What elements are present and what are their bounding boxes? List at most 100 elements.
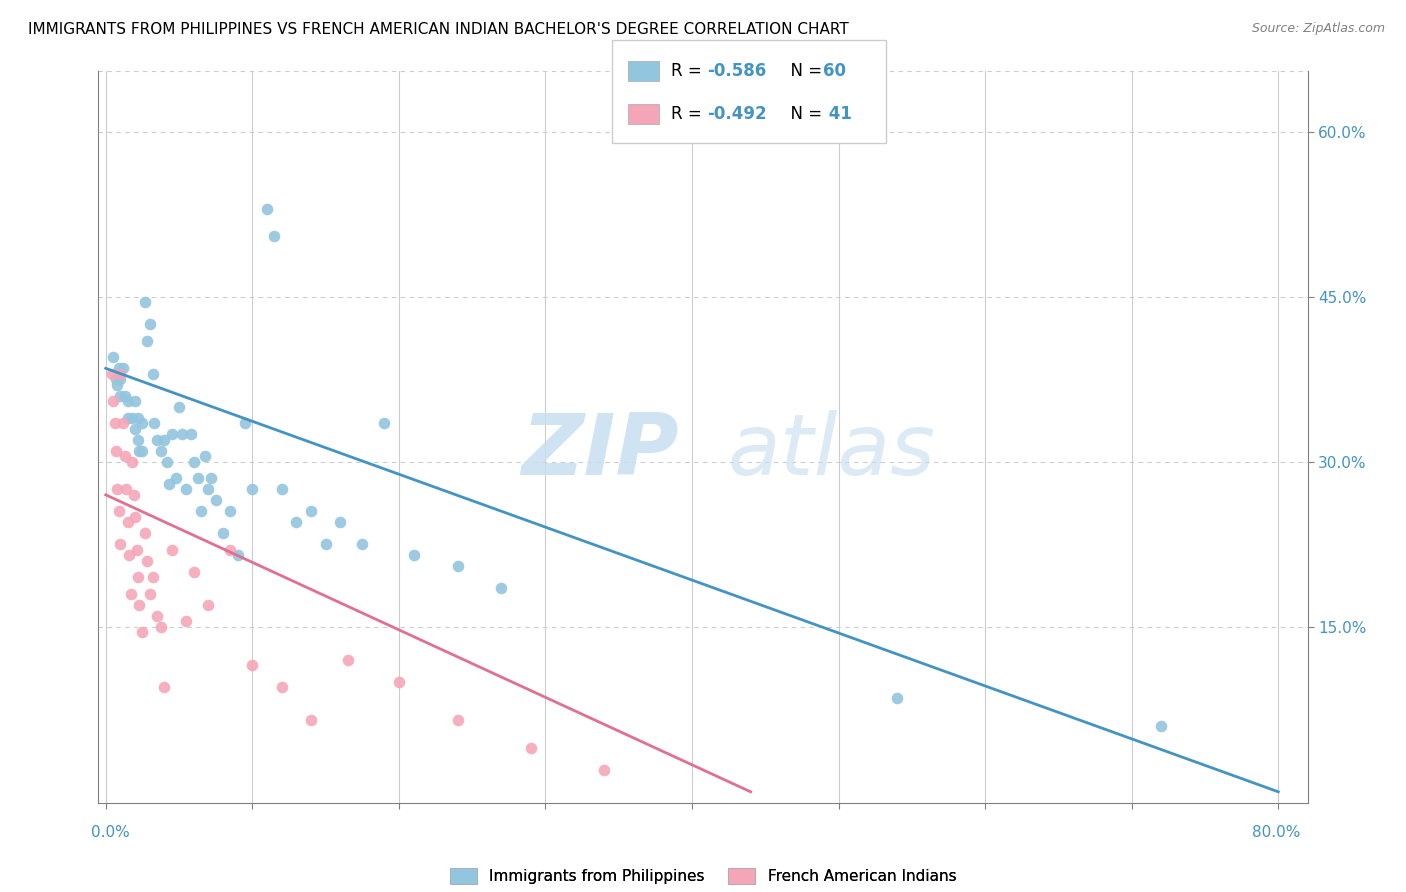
Point (121, 410, 143, 425)
Point (110, 389, 132, 403)
Point (157, 476, 180, 491)
Point (204, 493, 226, 508)
Point (128, 443, 150, 458)
Point (160, 542, 183, 557)
Point (150, 443, 173, 458)
Point (114, 389, 136, 403)
Point (219, 542, 242, 557)
Point (101, 394, 124, 409)
Point (446, 559, 468, 574)
Point (270, 483, 292, 497)
Point (1150, 719, 1173, 733)
Point (240, 483, 263, 497)
Text: 80.0%: 80.0% (1253, 825, 1301, 840)
Point (131, 417, 153, 431)
Point (299, 714, 322, 728)
Point (120, 587, 142, 601)
Point (520, 740, 543, 755)
Text: N =: N = (780, 62, 828, 80)
Text: IMMIGRANTS FROM PHILIPPINES VS FRENCH AMERICAN INDIAN BACHELOR'S DEGREE CORRELAT: IMMIGRANTS FROM PHILIPPINES VS FRENCH AM… (28, 22, 849, 37)
Point (118, 549, 141, 563)
Point (134, 526, 156, 541)
Point (315, 537, 337, 551)
Point (187, 471, 209, 485)
Point (127, 433, 149, 447)
Point (373, 417, 395, 431)
Point (402, 549, 425, 563)
Point (233, 417, 256, 431)
Point (190, 504, 212, 518)
Point (167, 400, 190, 414)
Point (105, 372, 128, 386)
Point (197, 483, 219, 497)
Point (194, 450, 217, 464)
Point (153, 433, 176, 447)
Point (115, 483, 138, 497)
Point (146, 608, 169, 623)
Point (197, 598, 219, 612)
Point (183, 565, 205, 579)
Point (160, 427, 183, 442)
Point (176, 483, 198, 497)
Point (212, 526, 235, 541)
Point (121, 455, 143, 469)
Point (112, 417, 135, 431)
Point (150, 620, 173, 634)
Text: R =: R = (671, 105, 707, 123)
Point (117, 394, 139, 409)
Point (108, 504, 131, 518)
Point (138, 318, 160, 332)
Text: atlas: atlas (727, 410, 935, 493)
Point (143, 417, 166, 431)
Point (127, 410, 149, 425)
Point (107, 483, 129, 497)
Point (107, 377, 129, 392)
Point (105, 443, 128, 458)
Point (122, 488, 145, 502)
Point (134, 295, 156, 310)
Point (886, 691, 908, 706)
Point (114, 450, 136, 464)
Point (124, 422, 146, 436)
Point (156, 455, 179, 469)
Point (124, 394, 146, 409)
Point (285, 516, 308, 530)
Point (200, 471, 222, 485)
Text: 41: 41 (823, 105, 852, 123)
Point (138, 587, 160, 601)
Point (219, 504, 242, 518)
Point (226, 549, 249, 563)
Point (131, 625, 153, 640)
Text: R =: R = (671, 62, 707, 80)
Point (352, 537, 374, 551)
Point (110, 537, 132, 551)
Point (256, 202, 278, 216)
Point (128, 598, 150, 612)
Text: Source: ZipAtlas.com: Source: ZipAtlas.com (1251, 22, 1385, 36)
Text: -0.586: -0.586 (707, 62, 766, 80)
Point (170, 427, 193, 442)
Point (446, 714, 468, 728)
Point (112, 361, 135, 376)
Point (329, 516, 352, 530)
Point (110, 367, 132, 381)
Legend: Immigrants from Philippines, French American Indians: Immigrants from Philippines, French Amer… (444, 862, 962, 890)
Text: 60: 60 (823, 62, 845, 80)
Point (240, 658, 263, 673)
Point (336, 653, 359, 667)
Point (180, 427, 202, 442)
Point (388, 674, 411, 689)
Point (593, 763, 616, 777)
Text: -0.492: -0.492 (707, 105, 766, 123)
Point (131, 443, 153, 458)
Point (117, 410, 139, 425)
Point (270, 681, 292, 695)
Point (124, 509, 146, 524)
Point (110, 372, 132, 386)
Point (125, 542, 148, 557)
Point (491, 582, 513, 596)
Text: ZIP: ZIP (522, 410, 679, 493)
Point (153, 681, 176, 695)
Point (100, 367, 122, 381)
Point (103, 417, 125, 431)
